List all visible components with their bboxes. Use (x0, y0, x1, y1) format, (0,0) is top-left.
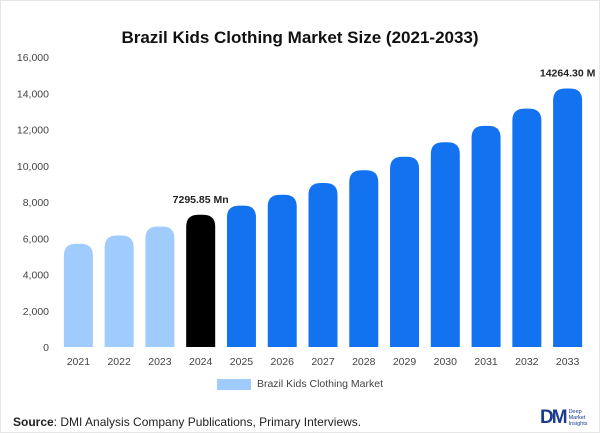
legend: Brazil Kids Clothing Market (0, 378, 600, 390)
bar-2022 (104, 235, 134, 347)
chart-title: Brazil Kids Clothing Market Size (2021-2… (121, 28, 479, 47)
data-labels: 7295.85 Mn 14264.30 M (173, 67, 596, 205)
x-tick-label: 2033 (556, 356, 580, 368)
legend-swatch (216, 378, 251, 390)
x-tick-label: 2029 (393, 356, 417, 368)
x-tick-label: 2027 (311, 356, 335, 368)
source-label: Source (13, 415, 54, 429)
logo-mark: DM (540, 407, 568, 428)
y-tick-label: 2,000 (23, 306, 49, 318)
x-axis: 2021 2022 2023 2024 2025 2026 2027 2028 2029 2030… (67, 356, 580, 368)
bar-2025 (226, 205, 256, 347)
bar-2024 (186, 214, 216, 347)
bar-2027 (308, 182, 338, 347)
y-tick-label: 10,000 (17, 161, 49, 173)
bars (63, 88, 583, 347)
data-label-2024: 7295.85 Mn (173, 194, 229, 206)
y-tick-label: 4,000 (23, 270, 49, 282)
x-tick-label: 2032 (515, 356, 539, 368)
bar-2032 (512, 108, 542, 347)
bar-2023 (145, 226, 175, 347)
source-note: Source: DMI Analysis Company Publication… (13, 415, 361, 429)
logo-line-3: Insights (568, 421, 588, 427)
y-tick-label: 14,000 (17, 88, 49, 100)
y-tick-label: 12,000 (17, 125, 49, 137)
bar-2021 (63, 243, 93, 347)
x-tick-label: 2026 (271, 356, 295, 368)
dmi-logo: DM Deep Market Insights (540, 406, 596, 430)
bar-2030 (430, 142, 460, 347)
legend-label: Brazil Kids Clothing Market (256, 378, 384, 390)
logo-text: Deep Market Insights (569, 409, 588, 427)
x-tick-label: 2023 (148, 356, 172, 368)
data-label-2033: 14264.30 M (540, 67, 596, 79)
bar-2029 (390, 156, 420, 347)
logo-line-2: Market (568, 415, 586, 421)
source-text: : DMI Analysis Company Publications, Pri… (53, 415, 362, 429)
y-axis: 0 2,000 4,000 6,000 8,000 10,000 12,000 14,000 1… (17, 52, 49, 354)
x-tick-label: 2031 (474, 356, 498, 368)
x-tick-label: 2024 (189, 356, 213, 368)
x-tick-label: 2028 (352, 356, 376, 368)
logo-line-1: Deep (568, 409, 582, 415)
bar-2031 (471, 125, 501, 347)
y-tick-label: 16,000 (17, 52, 49, 64)
y-tick-label: 8,000 (23, 197, 49, 209)
x-tick-label: 2022 (107, 356, 131, 368)
bar-2028 (349, 170, 379, 347)
x-tick-label: 2025 (230, 356, 254, 368)
bar-2033 (553, 88, 583, 347)
x-tick-label: 2030 (434, 356, 458, 368)
y-tick-label: 6,000 (23, 233, 49, 245)
y-tick-label: 0 (43, 342, 49, 354)
bar-2026 (267, 194, 297, 347)
x-tick-label: 2021 (67, 356, 91, 368)
